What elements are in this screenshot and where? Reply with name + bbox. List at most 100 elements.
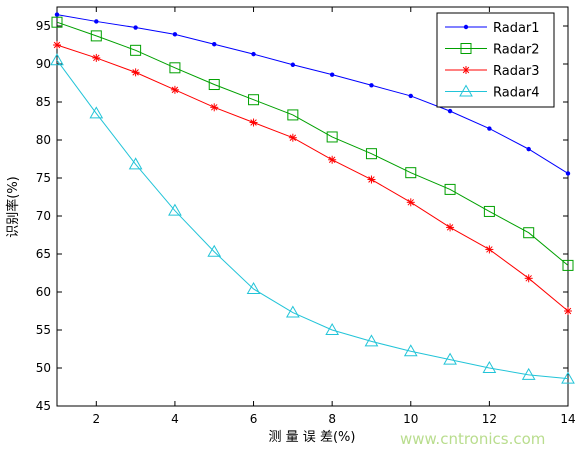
y-tick-label: 45 [36,399,51,413]
data-point [444,183,456,195]
y-tick-label: 75 [36,171,51,185]
legend-label: Radar2 [493,43,540,58]
series-radar4 [50,53,575,384]
data-point [53,41,61,49]
series-radar1 [54,12,571,176]
y-tick-label: 95 [36,19,51,33]
data-point [526,146,531,152]
data-point [128,157,143,170]
legend: Radar1 Radar2 Radar3 Radar4 [436,12,555,108]
data-point [564,307,572,315]
data-point [565,171,571,176]
x-tick-label: 14 [560,412,575,426]
y-tick-label: 80 [36,133,51,147]
x-axis-label: 测 量 误 差(%) [269,430,356,445]
data-point [130,44,142,56]
y-tick-label: 85 [36,95,51,109]
legend-label: Radar1 [493,21,540,36]
data-point [483,205,495,217]
x-tick-label: 2 [92,412,100,426]
y-tick-label: 90 [36,57,51,71]
x-tick-label: 4 [171,412,179,426]
data-point [326,131,338,143]
data-point [443,352,457,365]
y-tick-label: 70 [36,209,51,223]
data-point [210,103,219,112]
legend-entry: Radar3 [445,64,540,79]
data-point [365,148,377,160]
legend-entry: Radar4 [445,84,540,101]
watermark-text: www.cntronics.com [400,430,545,448]
data-point [248,94,260,106]
data-point [246,281,261,294]
data-point [447,108,453,114]
data-point [521,367,536,380]
data-point [329,72,335,77]
y-tick-label: 55 [36,323,51,337]
data-point [524,274,533,283]
x-axis-ticks: 2 4 6 8 10 12 14 [92,7,576,426]
y-axis-label: 识别率(%) [5,176,21,238]
data-point [485,245,494,254]
y-tick-label: 65 [36,247,51,261]
data-point [54,12,60,17]
data-point [406,198,415,207]
legend-entry: Radar1 [445,21,540,36]
data-point [288,133,297,142]
data-point [369,83,374,88]
series-radar2 [51,16,574,271]
data-point [90,30,102,42]
legend-entry: Radar2 [445,43,540,58]
data-point [408,93,413,99]
data-point [523,227,535,239]
data-point [482,360,497,373]
x-tick-label: 10 [403,412,418,426]
data-point [208,79,220,91]
data-point [403,344,418,357]
data-point [92,53,101,62]
data-point [50,53,64,66]
data-point [405,167,417,179]
data-point [169,62,181,74]
legend-label: Radar4 [493,86,540,101]
data-point [561,371,575,384]
x-tick-label: 12 [482,412,497,426]
data-point [207,244,222,257]
data-point [287,109,299,121]
series-group [50,12,575,384]
data-point [168,203,182,216]
data-point [462,66,470,74]
data-point [249,118,258,127]
data-point [325,322,340,335]
series-line [56,14,569,174]
data-point [170,85,179,94]
series-line [56,44,569,312]
y-axis-ticks: 45 50 55 60 65 70 75 80 85 90 95 [36,19,568,413]
data-point [364,334,379,347]
data-point [290,62,296,67]
data-point [172,32,178,37]
data-point [459,84,473,97]
data-point [285,305,300,318]
data-point [94,19,99,24]
data-point [487,126,492,131]
data-point [89,106,104,119]
data-point [212,42,217,47]
data-point [446,223,455,232]
data-point [460,43,472,54]
data-point [131,68,140,77]
x-tick-label: 8 [328,412,336,426]
legend-label: Radar3 [493,64,540,79]
series-line [56,21,569,266]
data-point [562,259,574,271]
data-point [367,175,376,184]
y-tick-label: 50 [36,361,51,375]
data-point [328,155,337,164]
data-point [133,25,138,30]
y-tick-label: 60 [36,285,51,299]
data-point [463,24,469,30]
series-radar3 [53,41,572,315]
data-point [51,16,63,28]
data-point [251,51,256,57]
